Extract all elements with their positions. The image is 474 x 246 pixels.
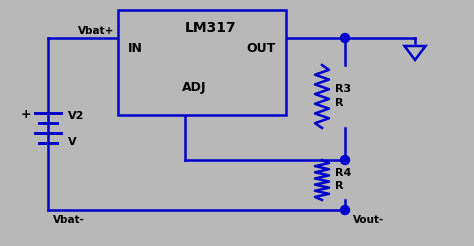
Circle shape: [340, 205, 349, 215]
Text: LM317: LM317: [184, 21, 236, 35]
Text: ADJ: ADJ: [182, 81, 206, 94]
Text: R4: R4: [335, 168, 351, 178]
Text: V2: V2: [68, 111, 84, 121]
Text: Vout-: Vout-: [353, 215, 384, 225]
Text: R: R: [335, 97, 344, 108]
Circle shape: [340, 155, 349, 165]
Circle shape: [340, 33, 349, 43]
FancyBboxPatch shape: [118, 10, 286, 115]
Text: V: V: [68, 137, 77, 147]
Text: Vbat-: Vbat-: [53, 215, 85, 225]
Text: Vbat+: Vbat+: [78, 26, 114, 36]
Text: OUT: OUT: [247, 42, 276, 55]
Text: IN: IN: [128, 42, 143, 55]
Text: R: R: [335, 181, 344, 191]
Text: +: +: [21, 108, 31, 122]
Text: R3: R3: [335, 84, 351, 94]
